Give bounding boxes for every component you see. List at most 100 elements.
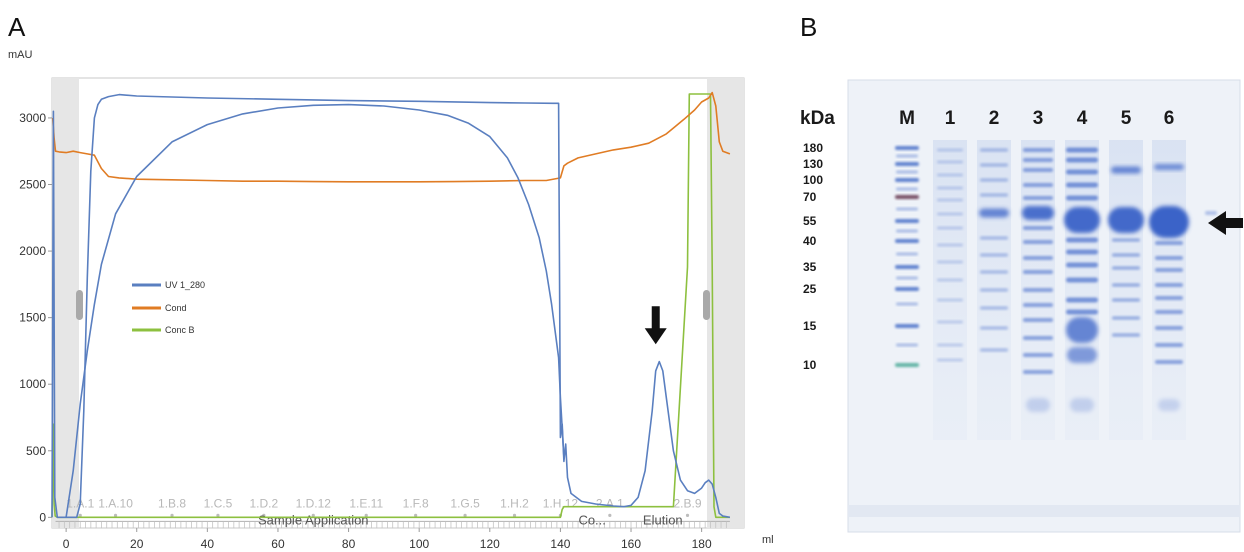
marker-band (895, 239, 919, 243)
protein-band (1023, 370, 1053, 374)
protein-band (937, 343, 963, 347)
protein-band (1026, 398, 1050, 412)
marker-band (895, 265, 919, 269)
protein-band (1023, 196, 1053, 200)
protein-band (1205, 211, 1217, 215)
plot-frame (51, 77, 745, 529)
marker-band (895, 287, 919, 291)
legend-label-uv: UV 1_280 (165, 280, 205, 290)
left-range-handle[interactable] (76, 290, 83, 320)
protein-band (1155, 296, 1183, 300)
fraction-dot (216, 513, 220, 517)
x-tick-label: 80 (342, 537, 356, 551)
protein-band (1067, 347, 1097, 363)
gel-bottom-edge (848, 505, 1240, 517)
protein-band (937, 198, 963, 202)
marker-size-labels: 180 130 100 70 55 40 35 25 15 10 (803, 141, 823, 372)
fraction-label: 1.F.8 (403, 496, 429, 510)
fraction-label: 1.D.2 (249, 496, 278, 510)
protein-band (980, 288, 1008, 292)
right-range-handle[interactable] (703, 290, 710, 320)
protein-band (980, 306, 1008, 310)
fraction-labels: 1.A.1 1.A.10 1.B.8 1.C.5 1.D.2 1.D.12 1.E.11 1.… (66, 496, 702, 510)
phase-labels: Sample Application Co... Elution (258, 512, 683, 527)
x-tick-label: 160 (621, 537, 641, 551)
protein-band (937, 278, 963, 282)
protein-band (1111, 166, 1141, 174)
y-tick-label: 1500 (19, 311, 46, 325)
marker-size-label: 35 (803, 260, 817, 274)
x-tick-label: 40 (201, 537, 215, 551)
lane-smear (1109, 140, 1143, 440)
marker-size-label: 10 (803, 358, 817, 372)
protein-band (1066, 297, 1098, 303)
marker-size-label: 15 (803, 319, 817, 333)
protein-band (937, 358, 963, 362)
panel-b-label: B (800, 12, 817, 42)
fraction-label: 1.D.12 (296, 496, 332, 510)
marker-band-minor (896, 187, 918, 191)
protein-band (1155, 360, 1183, 364)
arrow-down-icon (644, 306, 667, 345)
fraction-dot (113, 513, 118, 517)
y-tick-label: 2500 (19, 178, 46, 192)
legend: UV 1_280 Cond Conc B (132, 280, 205, 335)
marker-band-minor (896, 343, 918, 347)
lane-label: M (899, 108, 915, 129)
protein-band (1066, 157, 1098, 163)
protein-band (1070, 398, 1094, 412)
protein-band (1023, 148, 1053, 152)
x-tick-label: 60 (271, 537, 285, 551)
kda-axis-title: kDa (800, 108, 835, 129)
gel-bands (895, 140, 1217, 440)
protein-band (937, 186, 963, 190)
fraction-ruler (55, 513, 730, 529)
protein-band (1066, 182, 1098, 188)
panel-a-label: A (8, 12, 26, 42)
protein-band (1066, 147, 1098, 153)
phase-label: Sample Application (258, 512, 369, 527)
protein-band (1023, 226, 1053, 230)
protein-band (979, 208, 1009, 218)
protein-band (1112, 266, 1140, 270)
protein-band (1066, 169, 1098, 175)
fraction-label: 1.A.10 (98, 496, 133, 510)
protein-band (1149, 206, 1189, 238)
protein-band (1066, 237, 1098, 243)
protein-band (1023, 318, 1053, 322)
fraction-dot (608, 513, 612, 517)
lane-label: 3 (1033, 108, 1044, 129)
protein-band (1112, 238, 1140, 242)
protein-band (937, 298, 963, 302)
protein-band (1112, 333, 1140, 337)
protein-band (1155, 241, 1183, 245)
lane-smear (1152, 140, 1186, 440)
fraction-dot (463, 513, 467, 517)
x-tick-label: 20 (130, 537, 144, 551)
protein-band (980, 253, 1008, 257)
x-tick-label: 0 (63, 537, 70, 551)
protein-band (1066, 309, 1098, 315)
x-tick-labels: 0 20 40 60 80 100 120 140 160 180 (63, 528, 712, 551)
protein-band (1155, 283, 1183, 287)
protein-band (1023, 353, 1053, 357)
series-line-2 (51, 91, 731, 183)
fraction-dot (262, 513, 266, 517)
fraction-dot (364, 513, 368, 517)
gel-lane-labels: M 1 2 3 4 5 6 (899, 108, 1174, 129)
protein-band (1155, 256, 1183, 260)
gel-band-arrow (1208, 211, 1243, 235)
marker-band (895, 178, 919, 182)
fraction-dot (512, 513, 517, 517)
marker-size-label: 180 (803, 141, 823, 155)
marker-band (895, 324, 919, 328)
protein-band (980, 348, 1008, 352)
y-tick-labels: 0 500 1000 1500 2000 2500 3000 (19, 111, 52, 524)
y-tick-label: 2000 (19, 244, 46, 258)
y-tick-label: 500 (26, 444, 46, 458)
phase-label: Elution (643, 512, 683, 527)
protein-band (980, 326, 1008, 330)
protein-band (937, 226, 963, 230)
marker-size-label: 40 (803, 234, 817, 248)
